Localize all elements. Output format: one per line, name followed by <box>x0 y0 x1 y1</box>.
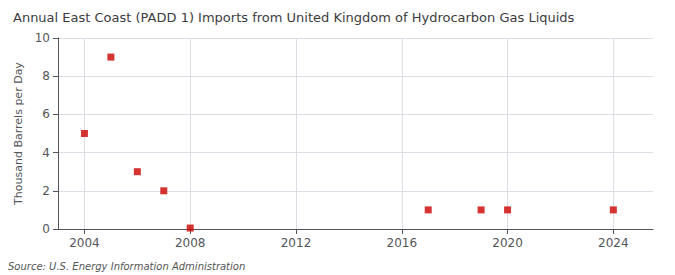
svg-text:2012: 2012 <box>281 236 312 250</box>
svg-text:Source: U.S. Energy Informatio: Source: U.S. Energy Information Administ… <box>8 261 245 272</box>
svg-text:Thousand Barrels per Day: Thousand Barrels per Day <box>12 62 25 206</box>
svg-text:4: 4 <box>42 146 50 160</box>
svg-text:2008: 2008 <box>175 236 206 250</box>
svg-text:10: 10 <box>35 31 50 45</box>
svg-text:2020: 2020 <box>492 236 523 250</box>
svg-text:0: 0 <box>42 222 50 236</box>
svg-text:6: 6 <box>42 107 50 121</box>
svg-text:2024: 2024 <box>598 236 629 250</box>
svg-text:2004: 2004 <box>69 236 100 250</box>
svg-text:Annual East Coast (PADD 1) Imp: Annual East Coast (PADD 1) Imports from … <box>13 10 575 25</box>
svg-text:2016: 2016 <box>387 236 418 250</box>
svg-text:8: 8 <box>42 69 50 83</box>
svg-text:2: 2 <box>42 184 50 198</box>
